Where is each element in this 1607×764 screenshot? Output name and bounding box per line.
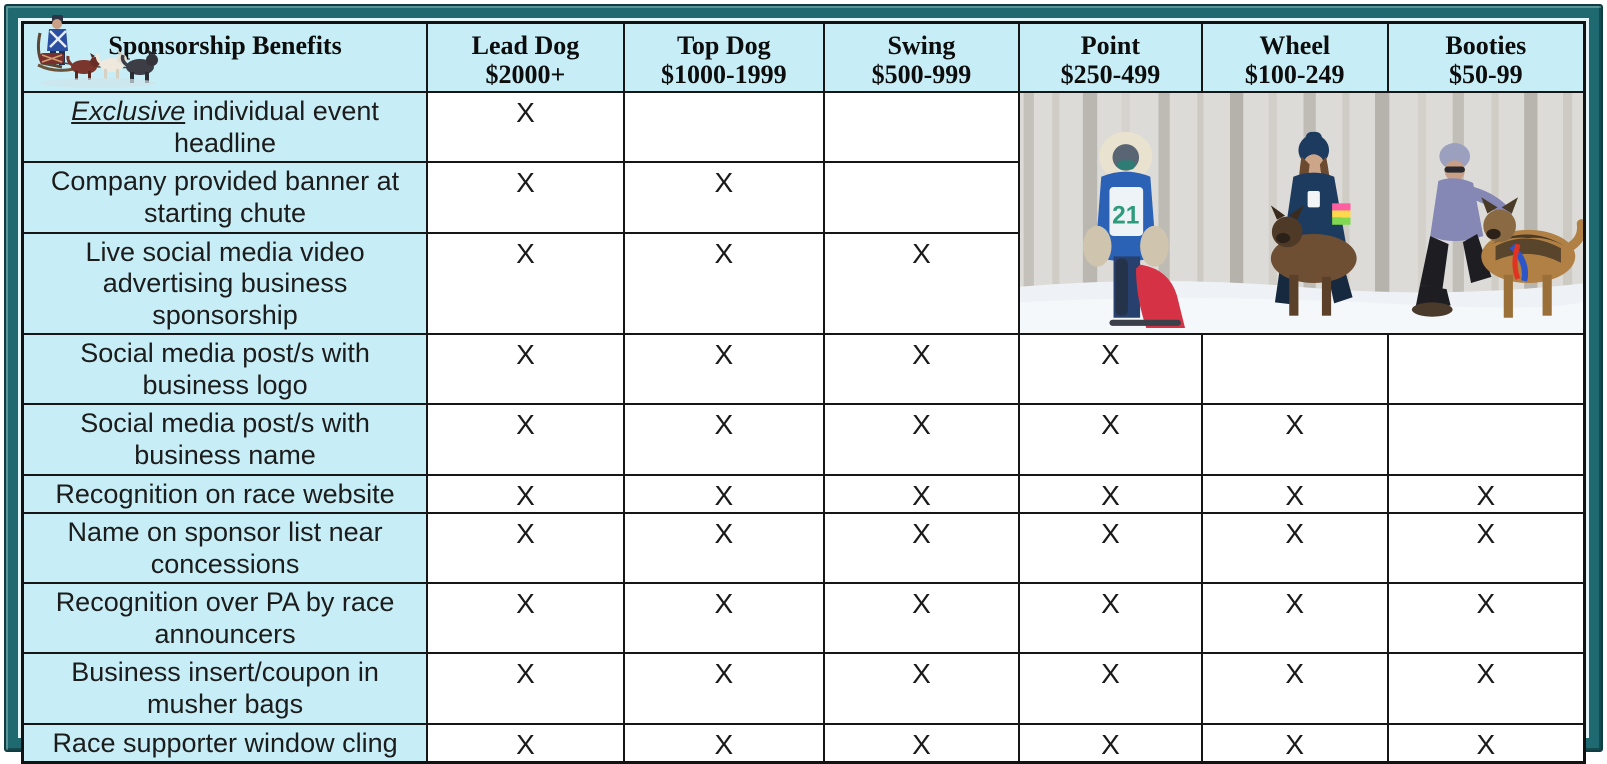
mark-cell: X bbox=[427, 653, 624, 723]
tier-range: $500-999 bbox=[831, 60, 1012, 89]
tier-range: $1000-1999 bbox=[631, 60, 817, 89]
mark-cell: X bbox=[1202, 583, 1388, 653]
mark-cell: X bbox=[1019, 583, 1202, 653]
teal-frame: Sponsorship Benefits Lead Dog $2000+ Top… bbox=[4, 4, 1603, 752]
header-row: Sponsorship Benefits Lead Dog $2000+ Top… bbox=[23, 23, 1585, 93]
benefit-cell: Name on sponsor list near concessions bbox=[23, 513, 428, 583]
mark-cell: X bbox=[1388, 513, 1585, 583]
mark-cell bbox=[1388, 334, 1585, 404]
mark-cell: X bbox=[427, 513, 624, 583]
mark-cell: X bbox=[1019, 653, 1202, 723]
mark-cell: X bbox=[624, 513, 824, 583]
mark-cell: X bbox=[824, 475, 1019, 514]
mark-cell: X bbox=[1202, 513, 1388, 583]
benefit-cell: Exclusive individual event headline bbox=[23, 92, 428, 162]
mark-cell bbox=[824, 92, 1019, 162]
mark-cell: X bbox=[1019, 475, 1202, 514]
mark-cell: X bbox=[624, 583, 824, 653]
tier-range: $50-99 bbox=[1395, 60, 1577, 89]
tier-range: $100-249 bbox=[1209, 60, 1381, 89]
svg-text:21: 21 bbox=[1112, 203, 1139, 230]
mark-cell bbox=[624, 92, 824, 162]
benefit-text: individual event headline bbox=[174, 96, 379, 158]
mark-cell: X bbox=[824, 653, 1019, 723]
race-photo: 21 bbox=[1019, 92, 1584, 334]
mark-cell: X bbox=[1202, 475, 1388, 514]
table-row: Recognition on race website X X X X X X bbox=[23, 475, 1585, 514]
mark-cell: X bbox=[624, 233, 824, 335]
mark-cell: X bbox=[624, 334, 824, 404]
table-row: Name on sponsor list near concessions X … bbox=[23, 513, 1585, 583]
mark-cell: X bbox=[624, 404, 824, 474]
header-cell-top-dog: Top Dog $1000-1999 bbox=[624, 23, 824, 93]
mark-cell: X bbox=[427, 162, 624, 232]
mark-cell: X bbox=[427, 233, 624, 335]
mark-cell: X bbox=[1388, 475, 1585, 514]
header-cell-benefits: Sponsorship Benefits bbox=[23, 23, 428, 93]
benefit-cell: Recognition on race website bbox=[23, 475, 428, 514]
mark-cell: X bbox=[624, 162, 824, 232]
benefit-cell: Live social media video advertising busi… bbox=[23, 233, 428, 335]
tier-name: Booties bbox=[1395, 31, 1577, 60]
benefit-cell: Company provided banner at starting chut… bbox=[23, 162, 428, 232]
header-cell-lead-dog: Lead Dog $2000+ bbox=[427, 23, 624, 93]
table-row: Business insert/coupon in musher bags X … bbox=[23, 653, 1585, 723]
mark-cell: X bbox=[427, 334, 624, 404]
table-row: Recognition over PA by race announcers X… bbox=[23, 583, 1585, 653]
mark-cell: X bbox=[1019, 334, 1202, 404]
mark-cell: X bbox=[427, 404, 624, 474]
tier-name: Wheel bbox=[1209, 31, 1381, 60]
benefit-cell: Social media post/s with business logo bbox=[23, 334, 428, 404]
sponsorship-benefits-table: Sponsorship Benefits Lead Dog $2000+ Top… bbox=[21, 21, 1586, 764]
mark-cell: X bbox=[1019, 404, 1202, 474]
mark-cell: X bbox=[1388, 583, 1585, 653]
header-cell-wheel: Wheel $100-249 bbox=[1202, 23, 1388, 93]
mark-cell: X bbox=[824, 334, 1019, 404]
tier-name: Lead Dog bbox=[434, 31, 617, 60]
benefit-cell: Recognition over PA by race announcers bbox=[23, 583, 428, 653]
mark-cell: X bbox=[824, 513, 1019, 583]
header-cell-swing: Swing $500-999 bbox=[824, 23, 1019, 93]
mark-cell bbox=[824, 162, 1019, 232]
tier-name: Point bbox=[1026, 31, 1195, 60]
race-photo-illustration: 21 bbox=[1020, 93, 1583, 333]
mark-cell: X bbox=[624, 475, 824, 514]
mark-cell: X bbox=[1202, 404, 1388, 474]
mark-cell: X bbox=[427, 583, 624, 653]
mark-cell: X bbox=[624, 653, 824, 723]
mark-cell: X bbox=[427, 92, 624, 162]
mark-cell: X bbox=[824, 233, 1019, 335]
table-row: Social media post/s with business logo X… bbox=[23, 334, 1585, 404]
benefit-cell: Business insert/coupon in musher bags bbox=[23, 653, 428, 723]
benefit-emphasis: Exclusive bbox=[71, 96, 185, 126]
mark-cell: X bbox=[427, 475, 624, 514]
tier-name: Top Dog bbox=[631, 31, 817, 60]
mark-cell: X bbox=[1019, 513, 1202, 583]
benefits-header-label: Sponsorship Benefits bbox=[30, 31, 420, 60]
header-cell-booties: Booties $50-99 bbox=[1388, 23, 1585, 93]
table-row: Social media post/s with business name X… bbox=[23, 404, 1585, 474]
benefit-cell: Social media post/s with business name bbox=[23, 404, 428, 474]
mark-cell bbox=[1388, 404, 1585, 474]
inner-mat: Sponsorship Benefits Lead Dog $2000+ Top… bbox=[18, 18, 1589, 738]
table-row: Exclusive individual event headline X bbox=[23, 92, 1585, 162]
header-cell-point: Point $250-499 bbox=[1019, 23, 1202, 93]
mark-cell: X bbox=[824, 583, 1019, 653]
tier-range: $2000+ bbox=[434, 60, 617, 89]
tier-range: $250-499 bbox=[1026, 60, 1195, 89]
mark-cell: X bbox=[824, 404, 1019, 474]
tier-name: Swing bbox=[831, 31, 1012, 60]
mark-cell: X bbox=[1388, 653, 1585, 723]
mark-cell: X bbox=[1202, 653, 1388, 723]
mark-cell bbox=[1202, 334, 1388, 404]
